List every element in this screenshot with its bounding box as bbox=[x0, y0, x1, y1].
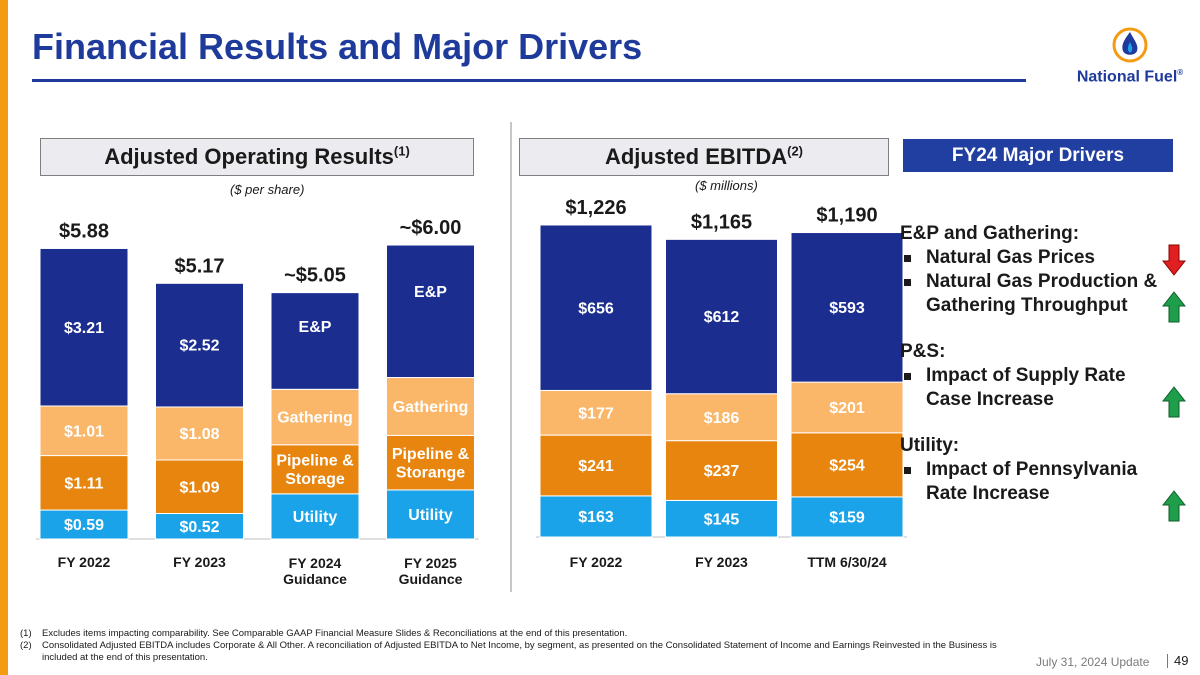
segment-label: $1.08 bbox=[179, 426, 219, 443]
footer-separator bbox=[1167, 654, 1168, 668]
bar-segment-pipeline-storage bbox=[539, 434, 653, 497]
bar-segment-pipeline-storage bbox=[790, 432, 904, 498]
segment-label: $241 bbox=[578, 458, 614, 475]
segment-label: $1.01 bbox=[64, 423, 104, 440]
bar-segment-utility bbox=[39, 509, 129, 540]
page-number: 49 bbox=[1174, 653, 1189, 668]
drivers-list: E&P and Gathering: Natural Gas Prices Na… bbox=[900, 222, 1160, 528]
category-tick-label: FY 2022 bbox=[570, 554, 623, 570]
operating-results-header: Adjusted Operating Results(1) bbox=[40, 138, 474, 176]
bar-segment-e-p bbox=[539, 224, 653, 391]
driver-item: Impact of Pennsylvania Rate Increase bbox=[900, 458, 1160, 506]
bar-total-label: ~$5.05 bbox=[284, 265, 346, 287]
segment-label: $3.21 bbox=[64, 320, 104, 337]
bar-segment-e-p bbox=[39, 247, 129, 407]
bar-segment-utility bbox=[539, 495, 653, 538]
driver-item: Impact of Supply Rate Case Increase bbox=[900, 364, 1160, 412]
bar-segment-gathering bbox=[39, 405, 129, 457]
category-tick-label: FY 2024 Guidance bbox=[283, 555, 347, 587]
bar-total-label: $5.88 bbox=[59, 220, 109, 242]
bar-segment-gathering bbox=[790, 381, 904, 434]
bar-segment-utility bbox=[665, 499, 778, 538]
category-tick-label: FY 2025 Guidance bbox=[399, 555, 463, 587]
page-title: Financial Results and Major Drivers bbox=[32, 26, 643, 67]
segment-label: Utility bbox=[408, 507, 453, 524]
segment-label: $0.59 bbox=[64, 517, 104, 534]
footnotes: (1) Excludes items impacting comparabilit… bbox=[20, 628, 1020, 664]
bar-segment-gathering bbox=[539, 389, 653, 436]
category-tick-label: FY 2023 bbox=[695, 554, 748, 570]
bar-segment-utility bbox=[155, 512, 244, 540]
bar-segment-gathering bbox=[665, 393, 778, 442]
segment-label: $237 bbox=[704, 463, 740, 480]
segment-label: $1.09 bbox=[179, 479, 219, 496]
footnote: (1) Excludes items impacting comparabilit… bbox=[20, 628, 628, 639]
segment-label: $163 bbox=[578, 509, 614, 526]
bar-segment-e-p bbox=[386, 244, 475, 379]
operating-results-units: ($ per share) bbox=[230, 182, 305, 197]
bar-segment-e-p bbox=[270, 292, 360, 390]
bar-segment-pipeline-storage bbox=[39, 455, 129, 511]
bar-segment-gathering bbox=[386, 377, 475, 436]
driver-heading-utility: Utility: bbox=[900, 435, 960, 456]
segment-label: $145 bbox=[704, 511, 740, 528]
segment-label: E&P bbox=[299, 319, 332, 336]
ebitda-units: ($ millions) bbox=[695, 178, 758, 193]
segment-label: $177 bbox=[578, 405, 614, 422]
bar-segment-e-p bbox=[155, 282, 244, 408]
driver-item: Natural Gas Prices bbox=[900, 246, 1160, 270]
panel-divider bbox=[510, 122, 512, 592]
segment-label: Pipeline & Storange bbox=[392, 446, 470, 481]
segment-label: $2.52 bbox=[179, 338, 219, 355]
arrow-up-icon bbox=[1162, 490, 1186, 522]
ebitda-header: Adjusted EBITDA(2) bbox=[519, 138, 889, 176]
arrow-up-icon bbox=[1162, 386, 1186, 418]
bar-segment-pipeline-storage bbox=[155, 459, 244, 514]
driver-item: Natural Gas Production & Gathering Throu… bbox=[900, 270, 1160, 318]
segment-label: Gathering bbox=[393, 399, 469, 416]
bar-segment-pipeline-storage bbox=[665, 440, 778, 501]
bar-total-label: $1,226 bbox=[565, 197, 626, 219]
segment-label: $593 bbox=[829, 300, 865, 317]
bar-segment-e-p bbox=[665, 238, 778, 395]
segment-label: $186 bbox=[704, 410, 740, 427]
footer-date: July 31, 2024 Update bbox=[1036, 655, 1150, 669]
title-underline bbox=[32, 79, 1026, 82]
segment-label: $1.11 bbox=[64, 475, 103, 492]
bar-total-label: $1,190 bbox=[816, 205, 877, 227]
segment-label: $201 bbox=[829, 400, 865, 417]
bar-total-label: $1,165 bbox=[691, 211, 752, 233]
bar-total-label: ~$6.00 bbox=[400, 217, 462, 239]
bar-segment-utility bbox=[386, 489, 475, 540]
accent-stripe bbox=[0, 0, 8, 675]
footnote: (2) Consolidated Adjusted EBITDA includes… bbox=[20, 640, 997, 663]
segment-label: Gathering bbox=[277, 410, 353, 427]
bar-segment-e-p bbox=[790, 232, 904, 383]
driver-heading-ep: E&P and Gathering: bbox=[900, 223, 1080, 244]
category-tick-label: FY 2023 bbox=[173, 554, 226, 570]
segment-label: Utility bbox=[293, 509, 338, 526]
company-logo: National Fuel® bbox=[1072, 26, 1188, 90]
arrow-down-icon bbox=[1162, 244, 1186, 276]
segment-label: $656 bbox=[578, 300, 614, 317]
segment-label: $254 bbox=[829, 457, 865, 474]
major-drivers-header: FY24 Major Drivers bbox=[903, 139, 1173, 172]
logo-wordmark: National Fuel® bbox=[1076, 68, 1184, 86]
category-tick-label: TTM 6/30/24 bbox=[807, 554, 887, 570]
segment-label: $0.52 bbox=[179, 519, 219, 536]
segment-label: E&P bbox=[414, 284, 447, 301]
segment-label: $159 bbox=[829, 510, 865, 527]
bar-total-label: $5.17 bbox=[174, 255, 224, 277]
flame-icon bbox=[1112, 27, 1148, 63]
bar-segment-gathering bbox=[155, 406, 244, 461]
arrow-up-icon bbox=[1162, 291, 1186, 323]
driver-heading-ps: P&S: bbox=[900, 341, 946, 362]
category-tick-label: FY 2022 bbox=[58, 554, 111, 570]
segment-label: $612 bbox=[704, 309, 740, 326]
bar-segment-utility bbox=[270, 493, 360, 540]
segment-label: Pipeline & Storage bbox=[276, 453, 354, 488]
